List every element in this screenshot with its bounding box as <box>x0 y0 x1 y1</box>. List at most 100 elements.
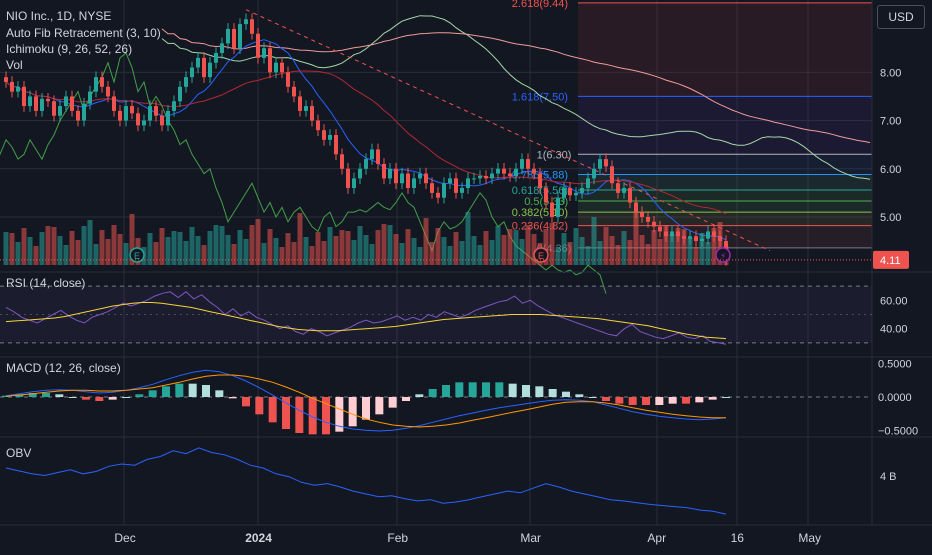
candle-body <box>424 173 428 184</box>
macd-histogram-bar <box>548 389 557 397</box>
candle-body <box>40 98 44 111</box>
volume-bar <box>651 230 657 265</box>
candle-body <box>502 168 506 174</box>
candle-body <box>610 166 614 184</box>
macd-title: MACD (12, 26, close) <box>6 361 121 375</box>
rsi-band <box>0 286 872 343</box>
volume-bar <box>45 226 51 265</box>
candle-body <box>436 192 440 198</box>
volume-bar <box>225 235 231 265</box>
time-axis-tick: 16 <box>731 531 745 545</box>
fib-zone <box>578 201 872 213</box>
macd-histogram-bar <box>375 397 384 415</box>
candle-body <box>22 86 26 107</box>
candle-body <box>538 173 542 189</box>
volume-bar <box>609 236 615 265</box>
volume-bar <box>9 233 15 265</box>
candle-body <box>550 202 554 217</box>
macd-histogram-bar <box>642 397 650 405</box>
volume-bar <box>429 242 435 265</box>
volume-bar <box>363 235 369 265</box>
volume-bar <box>57 236 63 265</box>
volume-bar <box>279 247 285 265</box>
candle-body <box>262 48 266 58</box>
volume-bar <box>87 220 93 265</box>
price-axis-tick: 6.00 <box>880 164 901 176</box>
macd-histogram-bar <box>108 397 117 400</box>
candle-body <box>364 159 368 169</box>
candle-body <box>58 106 62 116</box>
volume-bar <box>195 236 201 265</box>
event-marker-label: E <box>134 251 140 261</box>
last-price-tag <box>873 250 909 269</box>
candle-body <box>604 159 608 167</box>
fib-zone <box>578 96 872 155</box>
volume-bar <box>267 229 273 265</box>
volume-bar <box>75 240 81 265</box>
rsi-ma-line <box>5 302 727 340</box>
candle-body <box>34 96 38 111</box>
fib-zone <box>578 189 872 202</box>
volume-bar <box>189 227 195 265</box>
volume-bar <box>333 236 339 265</box>
fib-zone <box>578 174 872 190</box>
volume-bar <box>51 227 57 265</box>
volume-bar <box>531 234 537 265</box>
rsi-axis-tick: 40.00 <box>880 324 908 336</box>
volume-bar <box>219 226 225 265</box>
volume-bar <box>639 235 645 265</box>
candle-body <box>100 77 104 87</box>
candle-body <box>10 81 14 92</box>
macd-histogram-bar <box>15 394 24 397</box>
candle-body <box>526 159 530 169</box>
volume-bar <box>693 247 699 265</box>
candle-body <box>508 173 512 176</box>
candle-body <box>88 91 92 104</box>
volume-bar <box>177 232 183 265</box>
time-axis-tick: Dec <box>114 531 135 545</box>
candle-body <box>700 238 704 242</box>
candle-body <box>586 178 590 189</box>
macd-axis-tick: −0.5000 <box>878 425 918 437</box>
volume-bar <box>231 244 237 265</box>
macd-axis-tick: 0.0000 <box>878 392 912 404</box>
volume-bar <box>555 247 561 265</box>
fib-zone <box>578 2 872 97</box>
candle-body <box>124 106 128 121</box>
chart-title: NIO Inc., 1D, NYSE <box>6 9 111 23</box>
macd-histogram-bar <box>655 397 664 405</box>
split-event-icon <box>715 247 731 263</box>
macd-histogram-bar <box>468 382 477 397</box>
fib-level-label: 0.236(4.82) <box>512 221 568 233</box>
volume-bar <box>99 230 105 265</box>
candle-body <box>514 168 518 176</box>
volume-bar <box>117 234 123 265</box>
volume-bar <box>285 233 291 265</box>
macd-histogram-bar <box>268 397 277 423</box>
candle-body <box>64 96 68 107</box>
candle-body <box>118 110 122 121</box>
ichimoku-lagging <box>0 52 607 294</box>
candle-body <box>556 197 560 217</box>
candle-body <box>646 216 650 222</box>
price-axis-tick: 5.00 <box>880 212 901 224</box>
candle-body <box>154 106 158 116</box>
earnings-event-icon <box>129 247 145 263</box>
currency-button[interactable]: USD <box>877 5 925 29</box>
candle-body <box>256 33 260 58</box>
candle-body <box>304 106 308 111</box>
volume-bar <box>405 229 411 265</box>
volume-bar <box>315 232 321 265</box>
macd-histogram-bar <box>455 382 464 397</box>
obv-axis-tick: 4 B <box>880 471 897 483</box>
fib-zone <box>578 212 872 226</box>
volume-bar <box>711 228 717 265</box>
candle-body <box>196 57 200 68</box>
volume-bar <box>615 245 621 265</box>
volume-bar <box>39 232 45 265</box>
volume-bar <box>417 247 423 265</box>
candle-body <box>652 221 656 227</box>
candle-body <box>328 135 332 140</box>
